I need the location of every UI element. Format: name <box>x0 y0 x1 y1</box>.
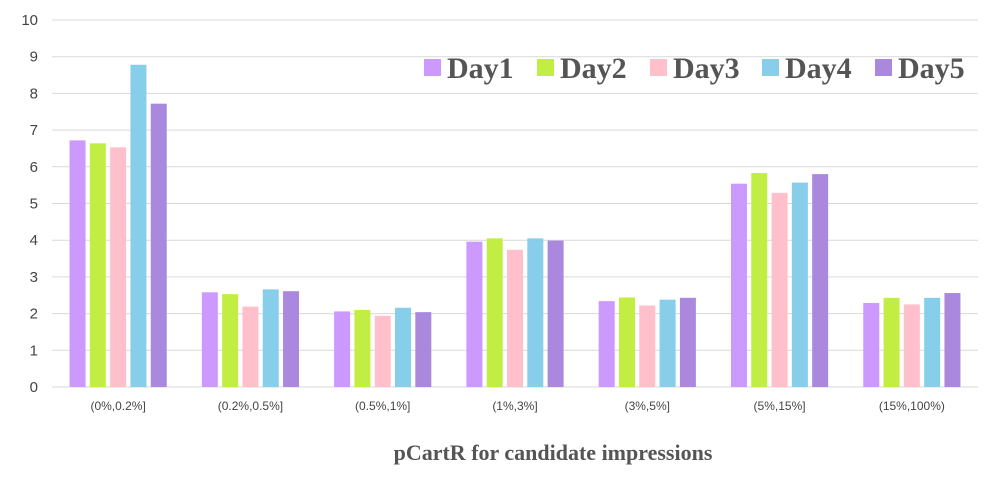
y-tick-label: 7 <box>30 122 38 139</box>
legend-label-day5: Day5 <box>898 52 965 85</box>
bar-day1 <box>598 301 615 387</box>
bar-day1 <box>334 311 351 387</box>
bar-day2 <box>486 238 503 387</box>
legend-swatch-day5 <box>875 59 892 76</box>
bar-day5 <box>415 312 432 387</box>
bar-day3 <box>771 192 788 387</box>
bar-day5 <box>679 297 696 387</box>
bar-day3 <box>507 249 523 387</box>
y-tick-label: 0 <box>30 379 38 396</box>
bar-day3 <box>110 147 127 387</box>
x-tick-label: (0.5%,1%] <box>355 399 410 413</box>
bar-day5 <box>944 293 961 387</box>
bar-day3 <box>903 304 920 387</box>
bar-day4 <box>262 289 279 387</box>
y-tick-label: 2 <box>30 306 38 323</box>
x-tick-label: (0%,0.2%] <box>90 399 145 413</box>
bar-day5 <box>812 174 829 387</box>
bar-day1 <box>69 140 86 387</box>
bars <box>69 64 961 388</box>
legend-swatch-day3 <box>650 59 667 76</box>
bar-day2 <box>89 143 106 387</box>
x-tick-label: (0.2%,0.5%] <box>218 399 283 413</box>
bar-day1 <box>730 183 747 387</box>
bar-day2 <box>883 297 900 387</box>
bar-day3 <box>374 315 391 387</box>
bar-day2 <box>618 297 635 387</box>
x-tick-label: (1%,3%] <box>492 399 537 413</box>
y-tick-label: 4 <box>30 232 38 249</box>
bar-day4 <box>527 238 544 387</box>
bar-day1 <box>863 302 880 387</box>
x-axis-title: pCartR for candidate impressions <box>394 440 713 465</box>
bar-day2 <box>222 294 239 387</box>
legend-swatch-day1 <box>424 59 441 76</box>
y-tick-label: 6 <box>30 159 38 176</box>
bar-day2 <box>354 309 371 387</box>
bar-day4 <box>130 64 147 388</box>
bar-day4 <box>924 297 941 387</box>
bar-day3 <box>242 306 259 387</box>
x-tick-label: (3%,5%] <box>625 399 670 413</box>
legend-label-day3: Day3 <box>673 52 740 85</box>
bar-day3 <box>639 305 656 387</box>
legend-label-day1: Day1 <box>447 52 514 85</box>
legend: Day1 Day2 Day3 Day4 Day5 <box>424 52 965 85</box>
legend-label-day2: Day2 <box>560 52 627 85</box>
bar-day1 <box>201 292 218 387</box>
bar-day5 <box>547 240 564 387</box>
legend-swatch-day2 <box>537 59 554 76</box>
x-axis-ticks: (0%,0.2%] (0.2%,0.5%] (0.5%,1%] (1%,3%] (3%,… <box>90 399 944 413</box>
legend-swatch-day4 <box>762 59 779 76</box>
bar-day4 <box>659 299 676 387</box>
y-tick-label: 5 <box>30 196 38 213</box>
y-tick-label: 9 <box>30 49 38 66</box>
legend-label-day4: Day4 <box>785 52 852 85</box>
bar-day4 <box>791 182 808 387</box>
bar-day4 <box>395 307 412 387</box>
bar-day1 <box>466 241 483 387</box>
y-tick-label: 10 <box>21 12 38 29</box>
bar-day2 <box>751 173 768 387</box>
bar-day5 <box>150 103 167 388</box>
y-axis-ticks: 0 1 2 3 4 5 6 7 8 9 10 <box>21 12 38 396</box>
x-tick-label: (15%,100%) <box>879 399 945 413</box>
y-tick-label: 8 <box>30 85 38 102</box>
x-tick-label: (5%,15%] <box>754 399 806 413</box>
bar-day5 <box>283 291 300 387</box>
y-tick-label: 3 <box>30 269 38 286</box>
y-tick-label: 1 <box>30 342 38 359</box>
